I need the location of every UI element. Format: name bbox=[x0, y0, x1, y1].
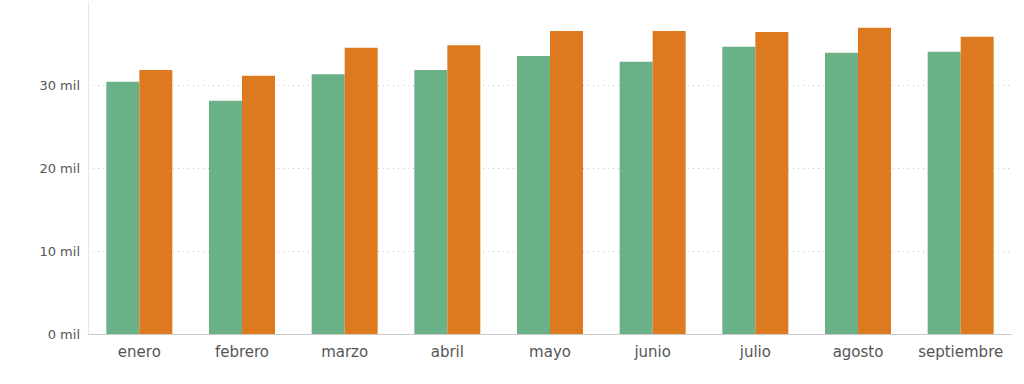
svg-text:febrero: febrero bbox=[215, 343, 269, 361]
svg-text:agosto: agosto bbox=[833, 343, 884, 361]
svg-text:10 mil: 10 mil bbox=[39, 244, 80, 259]
svg-text:septiembre: septiembre bbox=[918, 343, 1003, 361]
svg-text:marzo: marzo bbox=[321, 343, 368, 361]
svg-text:20 mil: 20 mil bbox=[39, 161, 80, 176]
svg-text:mayo: mayo bbox=[529, 343, 571, 361]
svg-text:junio: junio bbox=[633, 343, 671, 361]
svg-text:0 mil: 0 mil bbox=[48, 327, 80, 342]
svg-text:30 mil: 30 mil bbox=[39, 78, 80, 93]
svg-text:enero: enero bbox=[118, 343, 161, 361]
svg-text:julio: julio bbox=[739, 343, 771, 361]
svg-text:abril: abril bbox=[431, 343, 464, 361]
